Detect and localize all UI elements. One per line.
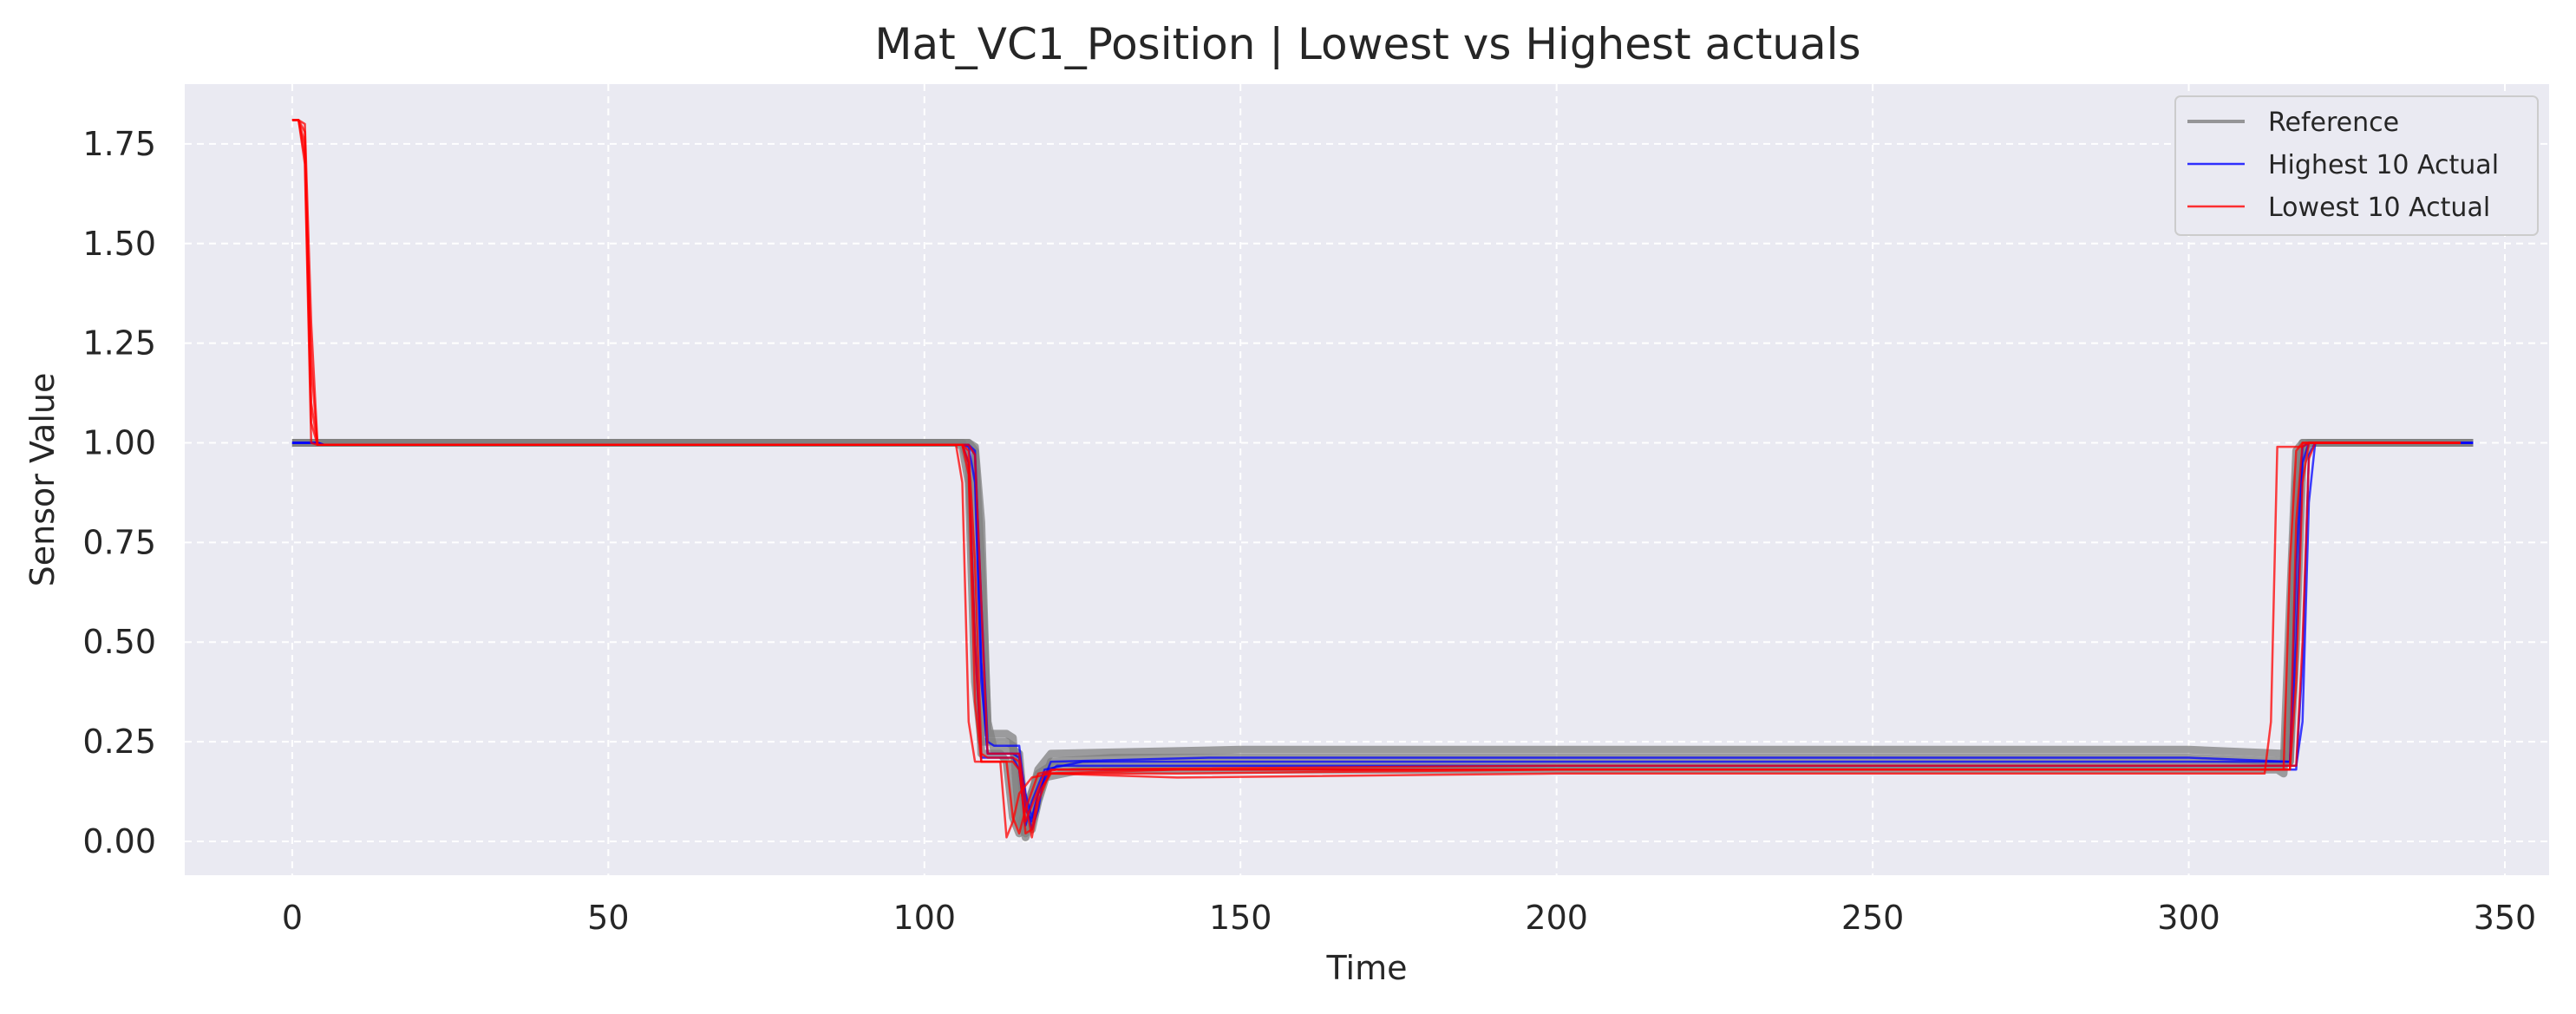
x-tick-label: 0: [282, 899, 303, 937]
series-line-lowest-12: [291, 119, 2461, 835]
series-line-lowest-10: [291, 119, 2461, 839]
x-axis-ticks: 0 50 100 150 200 250 300 350: [282, 899, 2536, 937]
y-tick-label: 0.50: [82, 623, 156, 661]
y-tick-label: 1.50: [82, 225, 156, 263]
y-tick-label: 1.75: [82, 125, 156, 163]
y-tick-label: 0.00: [82, 822, 156, 860]
x-tick-label: 200: [1525, 899, 1588, 937]
x-tick-label: 50: [587, 899, 629, 937]
x-tick-label: 150: [1209, 899, 1272, 937]
series-line-lowest-9: [291, 119, 2461, 823]
x-tick-label: 350: [2474, 899, 2537, 937]
chart-title: Mat_VC1_Position | Lowest vs Highest act…: [874, 19, 1860, 69]
y-axis-label: Sensor Value: [23, 373, 62, 587]
y-axis-ticks: 0.00 0.25 0.50 0.75 1.00 1.25 1.50 1.75: [82, 125, 156, 860]
series-lines: [291, 119, 2474, 841]
x-tick-label: 100: [893, 899, 957, 937]
legend: Reference Highest 10 Actual Lowest 10 Actu…: [2174, 95, 2539, 236]
legend-box: [2174, 95, 2539, 236]
x-axis-label: Time: [1326, 949, 1408, 987]
series-line-lowest-11: [291, 119, 2461, 839]
y-tick-label: 0.75: [82, 523, 156, 561]
legend-label-lowest: Lowest 10 Actual: [2268, 193, 2490, 223]
y-tick-label: 1.00: [82, 424, 156, 462]
y-tick-label: 0.25: [82, 723, 156, 761]
x-tick-label: 250: [1841, 899, 1905, 937]
legend-label-reference: Reference: [2268, 108, 2399, 138]
y-tick-label: 1.25: [82, 324, 156, 363]
plot-area: [185, 84, 2549, 875]
legend-label-highest: Highest 10 Actual: [2268, 150, 2499, 180]
x-tick-label: 300: [2157, 899, 2220, 937]
